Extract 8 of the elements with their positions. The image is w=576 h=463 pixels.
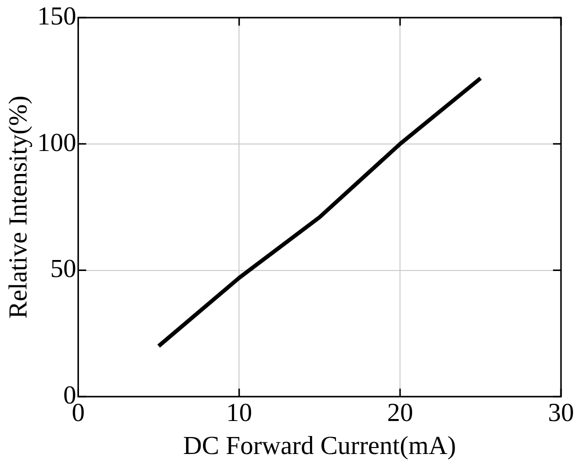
y-tick-label: 100 xyxy=(37,128,76,157)
y-axis-title: Relative Intensity(%) xyxy=(3,96,32,319)
x-tick-label: 30 xyxy=(548,398,574,428)
y-tick-label: 50 xyxy=(50,254,76,284)
x-axis-title: DC Forward Current(mA) xyxy=(183,431,456,460)
x-tick-label: 10 xyxy=(226,398,252,428)
x-tick-label: 20 xyxy=(387,398,414,428)
y-tick-label: 150 xyxy=(37,1,76,30)
